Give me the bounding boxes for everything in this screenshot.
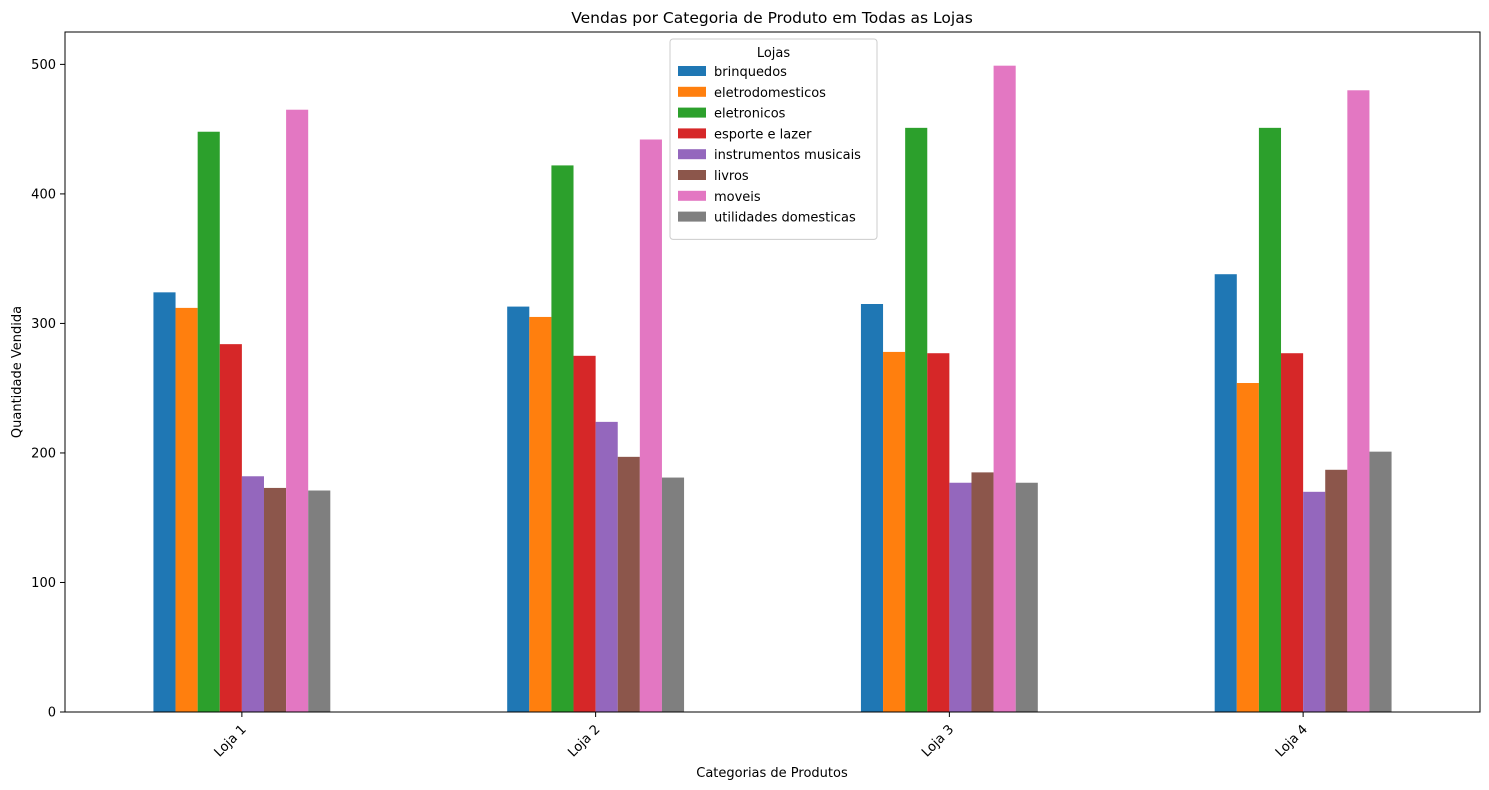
legend-label: esporte e lazer [714, 127, 812, 142]
bar-instrumentos-musicais-loja-3 [949, 482, 972, 712]
y-tick-label: 500 [31, 58, 56, 73]
bar-utilidades-domesticas-loja-4 [1369, 451, 1392, 712]
bar-utilidades-domesticas-loja-3 [1015, 482, 1038, 712]
bar-eletrodomesticos-loja-2 [529, 316, 552, 712]
x-tick-label: Loja 3 [919, 722, 957, 760]
legend-swatch [678, 170, 706, 180]
x-tick-label: Loja 1 [212, 722, 250, 760]
y-tick-label: 300 [31, 317, 56, 332]
bar-moveis-loja-1 [286, 109, 309, 712]
bars [153, 65, 1392, 713]
y-axis-label: Quantidade Vendida [10, 306, 25, 438]
x-tick-label: Loja 2 [565, 722, 603, 760]
legend-label: moveis [714, 190, 761, 205]
legend: Lojas brinquedos eletrodomesticos eletronic… [669, 38, 878, 240]
bar-esporte-e-lazer-loja-2 [573, 355, 596, 712]
bar-moveis-loja-4 [1347, 90, 1370, 713]
bar-instrumentos-musicais-loja-1 [241, 476, 264, 712]
y-tick-label: 400 [31, 187, 56, 202]
legend-label: eletrodomesticos [714, 86, 826, 101]
legend-label: brinquedos [714, 65, 787, 80]
x-axis-label: Categorias de Produtos [696, 766, 848, 781]
bar-utilidades-domesticas-loja-2 [661, 477, 685, 712]
bar-livros-loja-3 [971, 472, 994, 712]
bar-esporte-e-lazer-loja-1 [219, 344, 242, 712]
bar-eletrodomesticos-loja-1 [175, 307, 198, 712]
bar-utilidades-domesticas-loja-1 [308, 490, 331, 712]
legend-swatch [678, 107, 706, 118]
legend-swatch [678, 86, 706, 97]
legend-swatch [678, 190, 706, 201]
bar-esporte-e-lazer-loja-4 [1281, 353, 1304, 712]
plot-frame [64, 31, 1481, 713]
legend-label: instrumentos musicais [714, 148, 861, 163]
legend-label: eletronicos [714, 107, 786, 122]
x-tick-label: Loja 4 [1273, 722, 1311, 760]
legend-label: livros [714, 169, 749, 184]
legend-swatch [678, 66, 706, 76]
bar-eletronicos-loja-2 [551, 165, 574, 712]
chart-title: Vendas por Categoria de Produto em Todas… [571, 9, 973, 27]
bar-esporte-e-lazer-loja-3 [927, 353, 950, 712]
bar-livros-loja-2 [617, 456, 640, 712]
y-tick-label: 0 [48, 706, 56, 721]
bar-eletronicos-loja-4 [1258, 127, 1282, 713]
bar-brinquedos-loja-1 [153, 292, 176, 712]
x-axis: Loja 1 Loja 2 Loja 3 Loja 4 [212, 712, 1311, 760]
legend-swatch [678, 211, 706, 222]
bar-eletronicos-loja-1 [197, 131, 220, 713]
legend-box [669, 38, 878, 240]
bar-livros-loja-1 [263, 487, 287, 712]
bar-instrumentos-musicais-loja-2 [595, 421, 618, 712]
legend-swatch [678, 149, 706, 160]
bar-livros-loja-4 [1325, 469, 1348, 712]
bar-moveis-loja-2 [639, 139, 662, 712]
bar-eletrodomesticos-loja-4 [1236, 383, 1259, 712]
legend-label: utilidades domesticas [714, 211, 856, 226]
y-tick-label: 200 [31, 446, 56, 461]
bar-eletrodomesticos-loja-3 [883, 351, 906, 712]
bar-instrumentos-musicais-loja-4 [1303, 491, 1326, 712]
bar-brinquedos-loja-4 [1214, 274, 1237, 712]
bar-brinquedos-loja-3 [860, 304, 884, 712]
legend-swatch [678, 128, 706, 139]
bar-moveis-loja-3 [993, 65, 1016, 713]
y-axis: 0 100 200 300 400 500 [31, 58, 65, 721]
legend-title: Lojas [757, 46, 791, 61]
bar-eletronicos-loja-3 [905, 127, 928, 713]
bar-brinquedos-loja-2 [507, 306, 530, 712]
y-tick-label: 100 [31, 576, 56, 591]
